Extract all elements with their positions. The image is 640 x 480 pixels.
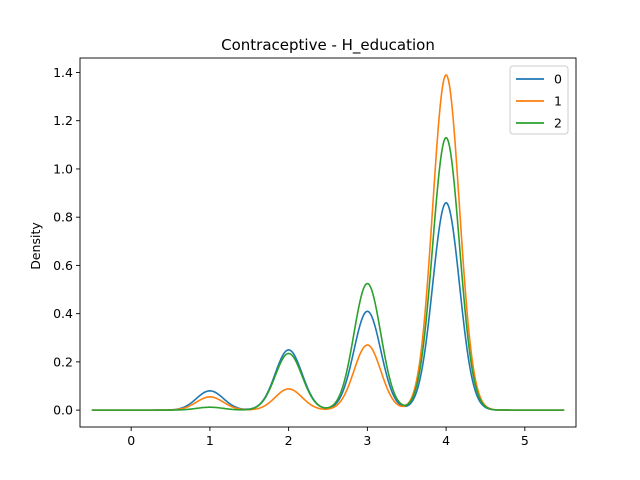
y-tick-label: 0.6 <box>53 258 73 273</box>
y-tick-label: 0.0 <box>53 403 73 418</box>
y-tick-label: 1.0 <box>53 161 73 176</box>
plot-border <box>79 57 577 428</box>
legend-label-1: 1 <box>554 94 562 109</box>
x-tick-label: 3 <box>363 433 371 448</box>
y-tick-label: 0.4 <box>53 306 73 321</box>
plot-lines <box>91 74 565 411</box>
x-axis: 0 1 2 3 4 5 <box>127 427 529 448</box>
x-tick-label: 5 <box>521 433 529 448</box>
x-tick-label: 4 <box>442 433 450 448</box>
y-axis: 0.0 0.2 0.4 0.6 0.8 1.0 1.2 1.4 <box>53 65 80 418</box>
x-tick-label: 2 <box>285 433 293 448</box>
y-tick-label: 1.4 <box>53 65 73 80</box>
y-tick-label: 0.8 <box>53 210 73 225</box>
legend: 0 1 2 <box>509 65 569 135</box>
x-tick-label: 0 <box>127 433 135 448</box>
y-axis-label: Density <box>28 222 43 270</box>
chart-title: Contraceptive - H_education <box>221 36 435 55</box>
series-line-2 <box>91 136 565 411</box>
y-tick-label: 1.2 <box>53 113 73 128</box>
axes-frame <box>79 57 577 428</box>
legend-label-0: 0 <box>554 72 562 87</box>
x-tick-label: 1 <box>206 433 214 448</box>
legend-label-2: 2 <box>554 116 562 131</box>
legend-box <box>509 65 569 135</box>
y-tick-label: 0.2 <box>53 354 73 369</box>
